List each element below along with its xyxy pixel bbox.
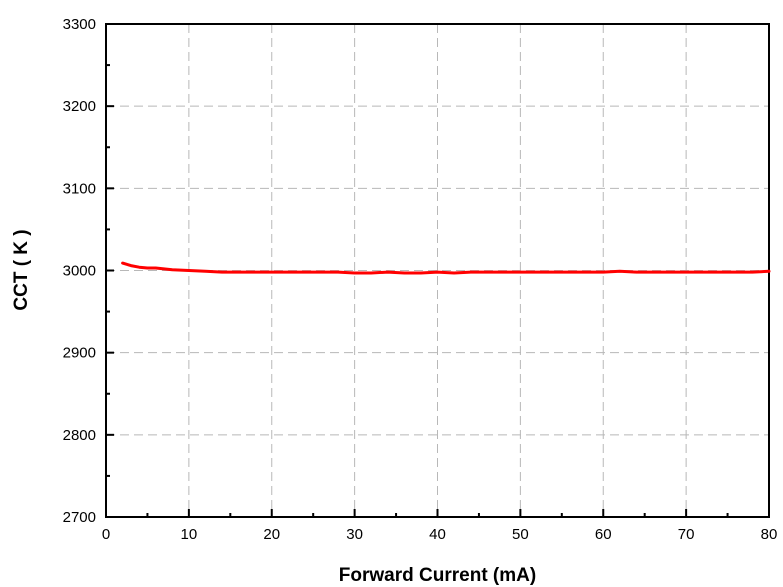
y-tick-labels: 2700 2800 2900 3000 3100 3200 3300 (63, 16, 96, 526)
axis-ticks (105, 23, 770, 518)
y-tick-label: 3000 (63, 263, 96, 280)
x-axis-title: Forward Current (mA) (339, 565, 536, 586)
x-tick-label: 50 (512, 526, 529, 543)
x-tick-label: 30 (346, 526, 363, 543)
y-tick-label: 2800 (63, 427, 96, 444)
y-tick-label: 2900 (63, 345, 96, 362)
y-tick-label: 3200 (63, 98, 96, 115)
y-tick-label: 3300 (63, 16, 96, 33)
x-tick-labels: 0 10 20 30 40 50 60 70 80 (102, 526, 778, 543)
y-tick-label: 3100 (63, 180, 96, 197)
x-tick-label: 40 (429, 526, 446, 543)
y-axis-title: CCT ( K ) (11, 229, 32, 310)
x-tick-label: 80 (761, 526, 778, 543)
x-tick-label: 20 (263, 526, 280, 543)
cct-series-line (121, 261, 771, 275)
gridlines (106, 24, 769, 517)
y-tick-label: 2700 (63, 509, 96, 526)
x-tick-label: 70 (678, 526, 695, 543)
x-tick-label: 10 (181, 526, 198, 543)
x-tick-label: 0 (102, 526, 110, 543)
x-tick-label: 60 (595, 526, 612, 543)
series-layer (121, 261, 771, 275)
